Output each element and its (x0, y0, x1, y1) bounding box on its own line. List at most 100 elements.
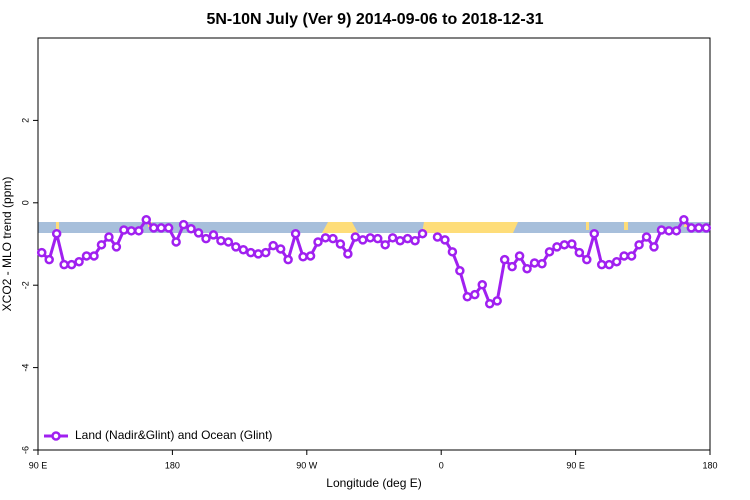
point (410, 235, 420, 246)
point (59, 259, 69, 270)
land-patch (422, 222, 518, 233)
chart-title: 5N-10N July (Ver 9) 2014-09-06 to 2018-1… (206, 11, 543, 28)
point (305, 251, 316, 261)
point (298, 252, 308, 262)
y-tick-label: -4 (20, 364, 30, 372)
point (664, 226, 674, 236)
point (447, 247, 458, 257)
y-tick-label: -6 (20, 446, 30, 454)
x-tick-label: 90 E (566, 460, 585, 470)
point (492, 296, 502, 306)
point (51, 228, 62, 239)
point (335, 239, 346, 249)
point (104, 232, 114, 242)
point (604, 259, 614, 270)
y-tick-label: 0 (20, 200, 30, 205)
point (171, 237, 181, 247)
point (290, 228, 301, 239)
legend-label: Land (Nadir&Glint) and Ocean (Glint) (75, 428, 272, 442)
point (701, 223, 712, 233)
point (611, 256, 622, 267)
land-ocean-strip (38, 222, 710, 233)
y-tick-label: 2 (20, 118, 30, 123)
point (619, 251, 629, 261)
point (81, 251, 92, 261)
point (193, 228, 204, 238)
land-patch (684, 222, 688, 227)
point (656, 225, 667, 235)
point (559, 240, 570, 250)
point (111, 242, 122, 252)
point (589, 228, 600, 239)
point (552, 242, 562, 252)
point (328, 233, 338, 244)
point (343, 249, 353, 259)
point (477, 280, 488, 290)
land-patch (586, 222, 589, 230)
point (529, 258, 540, 268)
point (671, 226, 682, 236)
point (582, 254, 592, 265)
x-tick-label: 0 (439, 460, 444, 470)
land-patch (322, 222, 358, 233)
point (119, 225, 129, 235)
point (402, 233, 413, 244)
point (470, 289, 480, 300)
point (679, 214, 689, 225)
point (440, 235, 450, 245)
point (596, 259, 607, 270)
point (36, 247, 47, 258)
point (507, 261, 517, 272)
point (283, 254, 293, 265)
point (89, 251, 99, 261)
x-tick-label: 90 E (29, 460, 48, 470)
point (208, 230, 219, 240)
land-patch (624, 222, 628, 230)
point (544, 247, 555, 257)
point (649, 242, 659, 252)
point (313, 237, 323, 247)
point (141, 214, 152, 225)
point (380, 240, 390, 250)
point (216, 235, 226, 246)
point (358, 235, 368, 245)
point (253, 249, 264, 259)
point (260, 247, 271, 258)
y-tick-label: -2 (20, 281, 30, 289)
point (246, 247, 256, 258)
point (156, 223, 166, 233)
point (365, 233, 376, 243)
point (163, 223, 174, 233)
point (686, 223, 697, 233)
point (462, 291, 473, 302)
ocean-strip (38, 222, 710, 233)
point (238, 245, 249, 255)
point (567, 239, 577, 249)
point (350, 232, 361, 242)
point (44, 254, 54, 265)
point (634, 240, 644, 250)
point (148, 223, 159, 233)
point (694, 223, 704, 233)
point (455, 266, 465, 276)
point (395, 235, 405, 246)
point (201, 233, 211, 244)
point (499, 254, 510, 265)
point (223, 237, 234, 247)
point (275, 244, 286, 254)
point (231, 242, 241, 252)
point (432, 232, 443, 242)
point (134, 226, 144, 236)
point (74, 256, 84, 267)
point (387, 233, 398, 243)
point (186, 224, 196, 234)
point (574, 247, 585, 258)
point (484, 298, 495, 309)
point (514, 251, 525, 261)
point (537, 259, 547, 269)
y-axis-label: XCO2 - MLO trend (ppm) (0, 177, 14, 312)
land-patch (56, 222, 59, 233)
x-axis-label: Longitude (deg E) (326, 476, 421, 490)
